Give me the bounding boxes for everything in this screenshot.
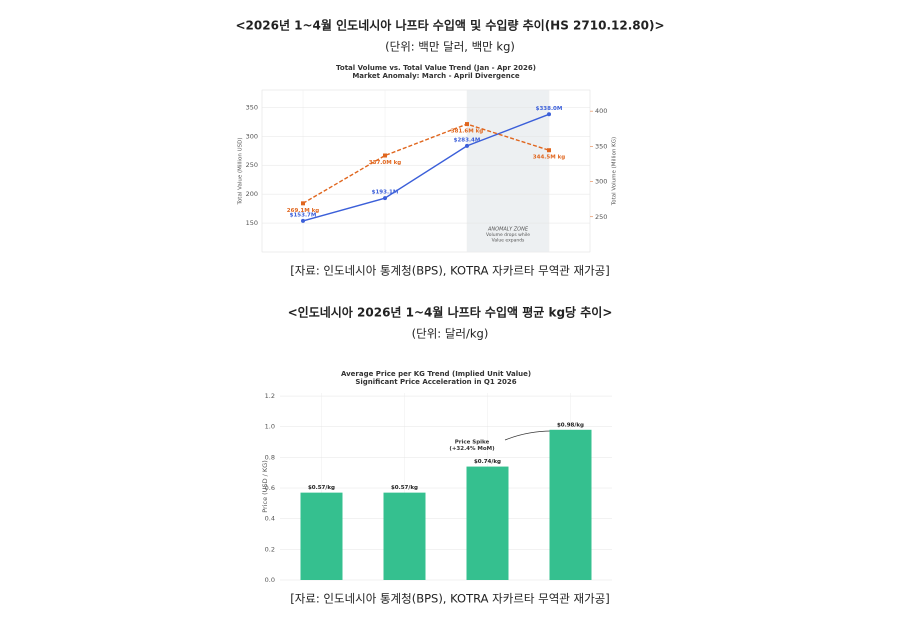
bar	[466, 466, 509, 580]
series-line	[302, 113, 550, 222]
value-label: 381.6M kg	[451, 129, 483, 135]
marker	[383, 196, 387, 201]
marker	[465, 122, 469, 127]
chart-title: Total Volume vs. Total Value Trend (Jan …	[336, 64, 536, 72]
value-label: $338.0M	[536, 106, 563, 112]
marker	[547, 148, 551, 153]
chart-subtitle: Significant Price Acceleration in Q1 202…	[355, 378, 516, 386]
anomaly-zone	[467, 90, 549, 252]
series-line	[302, 123, 550, 204]
value-label: 269.1M kg	[287, 208, 319, 214]
bar	[549, 429, 592, 580]
y-tick-label: 250	[246, 161, 258, 169]
source: [자료: 인도네시아 통계청(BPS), KOTRA 자카르타 무역관 재가공]	[290, 592, 610, 606]
y2-tick-label: 350	[595, 142, 607, 150]
y-axis-label: Total Value (Million USD)	[238, 138, 244, 206]
y-axis-label: Price (USD / KG)	[261, 460, 269, 513]
value-label: $0.57/kg	[308, 485, 335, 491]
annotation: Volume drops while	[486, 232, 530, 238]
chart-title: Average Price per KG Trend (Implied Unit…	[341, 370, 531, 378]
y-tick-label: 300	[246, 132, 258, 140]
y-tick-label: 0.0	[265, 576, 275, 584]
y-tick-label: 0.6	[265, 484, 275, 492]
y-tick-label: 1.0	[265, 423, 275, 431]
value-label: $0.57/kg	[391, 485, 418, 491]
y-tick-label: 0.8	[265, 453, 275, 461]
y2-tick-label: 300	[595, 178, 607, 186]
marker	[301, 201, 305, 206]
value-label: 344.5M kg	[533, 155, 565, 161]
bar	[383, 492, 426, 580]
annotation: Price Spike	[455, 440, 490, 446]
value-label: $193.1M	[372, 190, 399, 196]
heading: <2026년 1~4월 인도네시아 나프타 수입액 및 수입량 추이(HS 27…	[235, 18, 664, 33]
bar	[300, 492, 343, 580]
y-tick-label: 1.2	[265, 392, 275, 400]
source: [자료: 인도네시아 통계청(BPS), KOTRA 자카르타 무역관 재가공]	[290, 264, 610, 278]
chart-subtitle: Market Anomaly: March - April Divergence	[352, 72, 520, 80]
y-tick-label: 350	[246, 103, 258, 111]
heading: <인도네시아 2026년 1~4월 나프타 수입액 평균 kg당 추이>	[288, 305, 613, 320]
value-label: $153.7M	[290, 212, 317, 218]
marker	[301, 218, 305, 223]
annotation: Value expands	[492, 238, 525, 244]
y2-tick-label: 400	[595, 107, 607, 115]
unit: (단위: 백만 달러, 백만 kg)	[385, 40, 515, 54]
annotation: ANOMALY ZONE	[487, 227, 529, 233]
marker	[465, 143, 469, 148]
marker	[383, 153, 387, 158]
y-tick-label: 150	[246, 219, 258, 227]
y2-tick-label: 250	[595, 213, 607, 221]
value-label: $0.74/kg	[474, 459, 501, 465]
y-tick-label: 0.4	[265, 515, 275, 523]
y-tick-label: 0.2	[265, 545, 275, 553]
unit: (단위: 달러/kg)	[412, 327, 489, 341]
marker	[547, 112, 551, 117]
y2-axis-label: Total Volume (Million KG)	[612, 137, 618, 206]
value-label: $0.98/kg	[557, 422, 584, 428]
y-tick-label: 200	[246, 190, 258, 198]
annotation: (+32.4% MoM)	[449, 446, 495, 452]
value-label: 337.0M kg	[369, 160, 401, 166]
value-label: $283.4M	[454, 137, 481, 143]
